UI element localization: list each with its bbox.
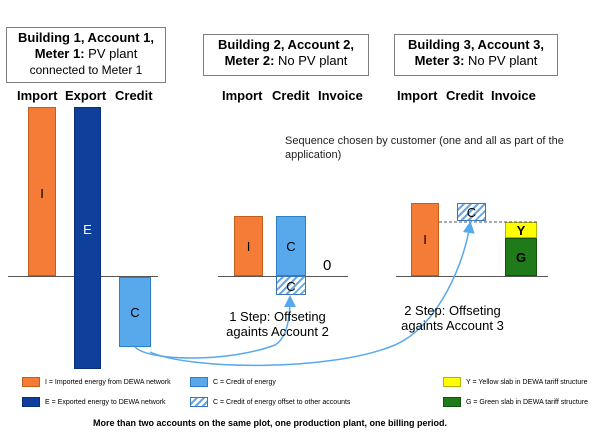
credit-bar-2: C xyxy=(276,216,306,276)
legend-yellow-text: Y = Yellow slab in DEWA tariff structure xyxy=(466,378,588,386)
green-slab-bar-3: G xyxy=(505,238,537,276)
meter-1-desc-2: connected to Meter 1 xyxy=(29,63,143,77)
legend-credit-text: C = Credit of energy xyxy=(213,378,276,386)
legend-import: I = Imported energy from DEWA network xyxy=(22,377,171,387)
green-slab-bar-3-label: G xyxy=(515,250,527,265)
building-3-title: Building 3, Account 3, xyxy=(407,37,545,52)
col-credit-1: Credit xyxy=(115,88,153,103)
legend-green-text: G = Green slab in DEWA tariff structure xyxy=(466,398,588,406)
legend-credit: C = Credit of energy xyxy=(190,377,276,387)
import-bar-3-label: I xyxy=(423,232,427,247)
building-1-title: Building 1, Account 1, xyxy=(17,30,155,45)
yellow-slab-bar-3-label: Y xyxy=(516,223,526,238)
col-import-1: Import xyxy=(17,88,58,103)
legend-yellow: Y = Yellow slab in DEWA tariff structure xyxy=(443,377,587,387)
import-bar-1-label: I xyxy=(40,186,44,201)
meter-2-desc: No PV plant xyxy=(274,53,348,68)
legend-credit-offset: C = Credit of energy offset to other acc… xyxy=(190,397,350,407)
col-import-2: Import xyxy=(222,88,263,103)
import-bar-2-label: I xyxy=(246,239,251,254)
step-2-label: 2 Step: Offseting againts Account 3 xyxy=(401,303,504,333)
col-export-1: Export xyxy=(65,88,107,103)
legend-export: E = Exported energy to DEWA network xyxy=(22,397,166,407)
sequence-note: Sequence chosen by customer (one and all… xyxy=(285,135,564,161)
legend-credit-offset-text: C = Credit of energy offset to other acc… xyxy=(213,398,351,406)
credit-bar-1-label: C xyxy=(130,305,140,320)
credit-bar-2-label: C xyxy=(286,239,296,254)
col-invoice-2: Invoice xyxy=(318,88,363,103)
legend-credit-swatch xyxy=(190,377,208,387)
col-invoice-3: Invoice xyxy=(491,88,536,103)
credit-bar-1: C xyxy=(119,277,151,347)
building-2-box: Building 2, Account 2, Meter 2: No PV pl… xyxy=(203,34,369,76)
meter-1-label: Meter 1: xyxy=(34,46,85,61)
col-credit-2: Credit xyxy=(272,88,310,103)
import-bar-3: I xyxy=(411,203,439,276)
import-bar-1: I xyxy=(28,107,56,276)
legend-green: G = Green slab in DEWA tariff structure xyxy=(443,397,588,407)
import-bar-2: I xyxy=(234,216,263,276)
invoice-2-value: 0 xyxy=(323,257,332,274)
export-bar-1: E xyxy=(74,107,101,369)
legend-credit-offset-swatch xyxy=(190,397,208,407)
legend-green-swatch xyxy=(443,397,461,407)
legend-yellow-swatch xyxy=(443,377,461,387)
export-bar-1-label: E xyxy=(83,222,92,237)
baseline-building-3 xyxy=(396,276,548,277)
col-import-3: Import xyxy=(397,88,438,103)
footer-caption: More than two accounts on the same plot,… xyxy=(93,418,448,428)
yellow-slab-bar-3: Y xyxy=(505,222,537,238)
legend-export-text: E = Exported energy to DEWA network xyxy=(45,398,166,406)
building-2-title: Building 2, Account 2, xyxy=(217,37,355,52)
meter-3-desc: No PV plant xyxy=(464,53,538,68)
building-1-box: Building 1, Account 1, Meter 1: PV plant… xyxy=(6,27,166,83)
meter-3-label: Meter 3: xyxy=(414,53,465,68)
building-3-box: Building 3, Account 3, Meter 3: No PV pl… xyxy=(394,34,558,76)
legend-import-swatch xyxy=(22,377,40,387)
credit-offset-bar-3-label: C xyxy=(466,205,477,220)
credit-offset-bar-3: C xyxy=(457,203,486,221)
legend-import-text: I = Imported energy from DEWA network xyxy=(45,378,171,386)
legend-export-swatch xyxy=(22,397,40,407)
step-1-label: 1 Step: Offseting againts Account 2 xyxy=(226,309,329,339)
meter-1-desc: PV plant xyxy=(84,46,138,61)
meter-2-label: Meter 2: xyxy=(224,53,275,68)
credit-offset-bar-2: C xyxy=(276,276,306,295)
col-credit-3: Credit xyxy=(446,88,484,103)
credit-offset-bar-2-label: C xyxy=(286,279,296,294)
